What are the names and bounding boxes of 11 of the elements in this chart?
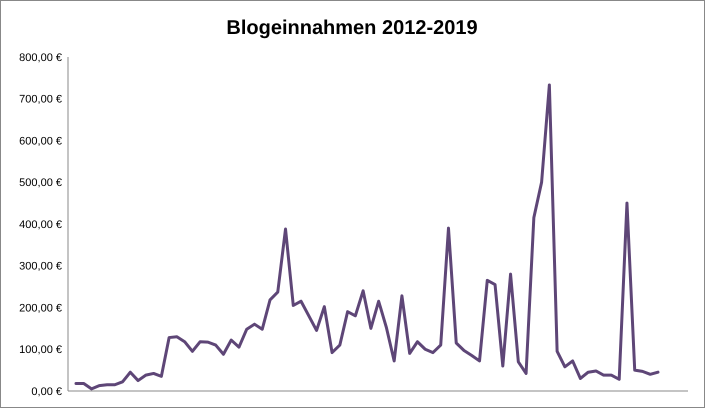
y-tick-label: 800,00 €: [19, 52, 62, 64]
y-tick-label: 600,00 €: [19, 135, 62, 148]
line-series: [74, 83, 660, 390]
y-tick-label: 100,00 €: [19, 344, 62, 356]
y-tick-label: 200,00 €: [19, 302, 62, 314]
y-tick-label: 400,00 €: [19, 218, 62, 231]
chart-title: Blogeinnahmen 2012-2019: [226, 17, 478, 39]
y-tick-label: 300,00 €: [19, 260, 62, 273]
y-tick-label: 500,00 €: [19, 177, 62, 190]
y-tick-label: 700,00 €: [19, 94, 62, 106]
y-tick-label: 0,00 €: [31, 386, 62, 398]
